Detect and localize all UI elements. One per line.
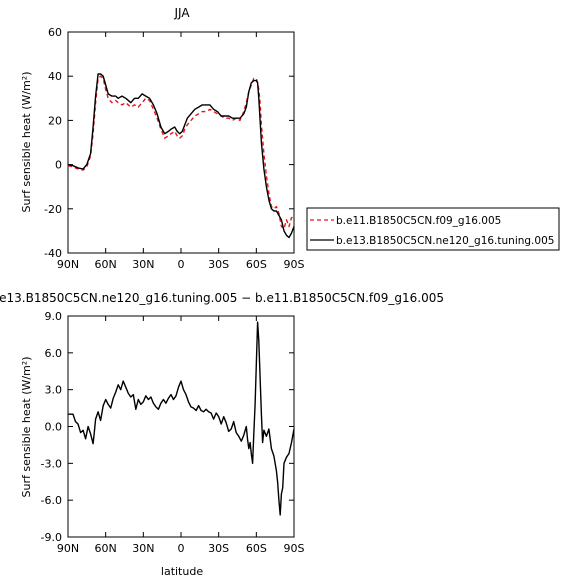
- bottom-x-ticks: 90N 60N 30N 0 30S 60S 90S: [57, 316, 305, 555]
- legend: b.e11.B1850C5CN.f09_g16.005 b.e13.B1850C…: [306, 207, 560, 251]
- top-x-tick-label: 30N: [132, 258, 154, 271]
- bottom-x-tick-label: 30N: [132, 542, 154, 555]
- bottom-x-tick-label: 30S: [208, 542, 229, 555]
- bottom-x-tick-label: 60N: [95, 542, 117, 555]
- bottom-chart-title: b.e13.B1850C5CN.ne120_g16.tuning.005 − b…: [0, 291, 444, 305]
- bottom-y-tick-label: 6.0: [45, 347, 63, 360]
- legend-label-series-1: b.e11.B1850C5CN.f09_g16.005: [336, 215, 501, 227]
- bottom-x-tick-label: 90N: [57, 542, 79, 555]
- bottom-panel: b.e13.B1850C5CN.ne120_g16.tuning.005 − b…: [0, 291, 444, 578]
- top-plot-frame: [67, 31, 295, 254]
- bottom-series-line-1: [68, 321, 295, 516]
- top-x-tick-label: 60S: [246, 258, 267, 271]
- top-x-tick-label: 90S: [284, 258, 305, 271]
- top-x-ticks: 90N 60N 30N 0 30S 60S 90S: [57, 32, 305, 271]
- bottom-y-tick-label: -9.0: [41, 531, 62, 544]
- top-y-tick-label: -20: [44, 203, 62, 216]
- top-series-line-2: [67, 73, 295, 239]
- bottom-y-tick-label: 0.0: [45, 421, 63, 434]
- bottom-plot-frame: [67, 315, 295, 538]
- legend-box: [306, 207, 560, 251]
- top-y-tick-label: 0: [55, 159, 62, 172]
- legend-label-series-2: b.e13.B1850C5CN.ne120_g16.tuning.005: [336, 235, 554, 247]
- top-y-tick-label: 20: [48, 114, 62, 127]
- bottom-series-lines: [68, 321, 295, 516]
- top-x-tick-label: 0: [178, 258, 185, 271]
- top-y-tick-label: 60: [48, 26, 62, 39]
- bottom-y-tick-label: 3.0: [45, 384, 63, 397]
- top-panel: JJA Surf sensible heat (W/m²) 90N 60N 30N 0…: [20, 6, 305, 271]
- top-y-axis-label: Surf sensible heat (W/m²): [20, 72, 33, 213]
- bottom-y-tick-label: -3.0: [41, 457, 62, 470]
- top-x-tick-label: 60N: [95, 258, 117, 271]
- top-y-tick-label: 40: [48, 70, 62, 83]
- top-series-line-1: [67, 75, 294, 230]
- top-x-tick-label: 30S: [208, 258, 229, 271]
- bottom-y-axis-label: Surf sensible heat (W/m²): [20, 357, 33, 498]
- bottom-y-tick-label: 9.0: [45, 310, 63, 323]
- top-y-ticks: 60 40 20 0 -20 -40: [44, 26, 294, 260]
- top-y-tick-label: -40: [44, 247, 62, 260]
- bottom-x-tick-label: 60S: [246, 542, 267, 555]
- top-series-lines: [67, 73, 295, 239]
- bottom-x-tick-label: 90S: [284, 542, 305, 555]
- bottom-y-tick-label: -6.0: [41, 494, 62, 507]
- top-chart-title: JJA: [173, 6, 190, 20]
- bottom-y-ticks: 9.0 6.0 3.0 0.0 -3.0 -6.0 -9.0: [41, 310, 294, 544]
- bottom-x-tick-label: 0: [178, 542, 185, 555]
- top-x-tick-label: 90N: [57, 258, 79, 271]
- bottom-x-axis-label: latitude: [161, 565, 203, 578]
